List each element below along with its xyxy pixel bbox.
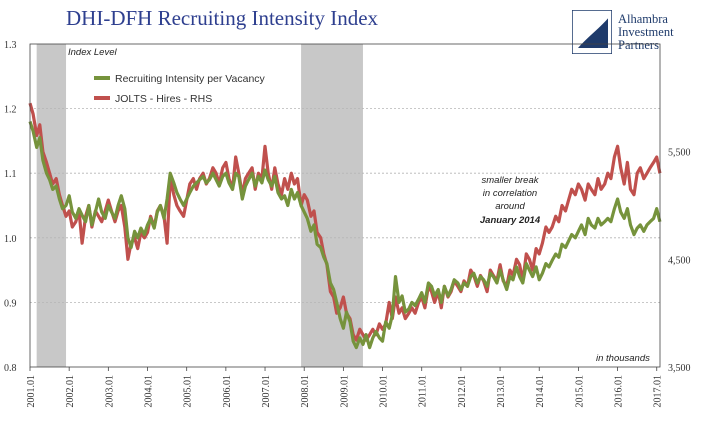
annotation-emphasis: January 2014	[480, 215, 541, 226]
x-tick-label: 2013.01	[496, 375, 507, 408]
left-tick-label: 1.3	[4, 40, 17, 51]
x-tick-label: 2005.01	[183, 375, 194, 408]
x-tick-label: 2014.01	[535, 375, 546, 408]
x-tick-label: 2017.01	[653, 375, 664, 408]
annotation-line-2: in correlation	[483, 188, 537, 199]
plot-frame	[29, 43, 661, 368]
recession-band-2	[301, 44, 363, 367]
x-tick-label: 2010.01	[379, 375, 390, 408]
left-tick-label: 0.9	[4, 298, 17, 309]
x-tick-label: 2001.01	[26, 375, 37, 408]
series-line-jolts-hires	[28, 102, 662, 342]
chart-title: DHI-DFH Recruiting Intensity Index	[66, 6, 379, 30]
x-tick-label: 2012.01	[457, 375, 468, 408]
logo-line-3: Partners	[618, 38, 659, 52]
legend-label-recruiting: Recruiting Intensity per Vacancy	[115, 73, 266, 85]
left-tick-label: 1.2	[4, 105, 17, 116]
left-tick-label: 1.0	[4, 234, 17, 245]
x-tick-label: 2016.01	[614, 375, 625, 408]
left-tick-label: 0.8	[4, 363, 17, 374]
annotation: smaller break in correlation around Janu…	[480, 175, 541, 226]
legend: Recruiting Intensity per Vacancy JOLTS -…	[94, 73, 266, 105]
x-tick-label: 2002.01	[65, 375, 76, 408]
left-tick-label: 1.1	[4, 169, 17, 180]
series-line-recruiting-intensity	[28, 121, 662, 350]
right-tick-label: 4,500	[668, 255, 691, 266]
left-axis-ticks: 0.8 0.9 1.0 1.1 1.2 1.3	[4, 40, 17, 374]
x-tick-label: 2006.01	[222, 375, 233, 408]
x-tick-label: 2008.01	[300, 375, 311, 408]
logo-mark-icon	[572, 10, 612, 54]
series-layer	[28, 102, 662, 350]
right-tick-label: 5,500	[668, 148, 691, 159]
x-tick-label: 2011.01	[418, 375, 429, 407]
logo-line-2: Investment	[618, 25, 674, 39]
right-axis-ticks: 3,500 4,500 5,500	[668, 148, 691, 374]
x-tick-label: 2003.01	[104, 375, 115, 408]
x-tick-label: 2004.01	[144, 375, 155, 408]
right-tick-label: 3,500	[668, 363, 691, 374]
x-axis-ticks: 2001.01 2002.01 2003.01 2004.01 2005.01 2006.…	[26, 367, 664, 408]
annotation-line-3: around	[495, 201, 525, 212]
annotation-line-1: smaller break	[481, 175, 539, 186]
legend-label-jolts: JOLTS - Hires - RHS	[115, 93, 212, 105]
axes	[29, 43, 661, 368]
x-tick-label: 2009.01	[339, 375, 350, 408]
company-logo: Alhambra Investment Partners	[572, 10, 702, 56]
logo-line-1: Alhambra	[618, 12, 668, 26]
right-axis-label: in thousands	[596, 353, 650, 364]
x-tick-label: 2015.01	[574, 375, 585, 408]
left-axis-label: Index Level	[68, 47, 117, 58]
recession-shading	[36, 44, 363, 367]
x-tick-label: 2007.01	[261, 375, 272, 408]
